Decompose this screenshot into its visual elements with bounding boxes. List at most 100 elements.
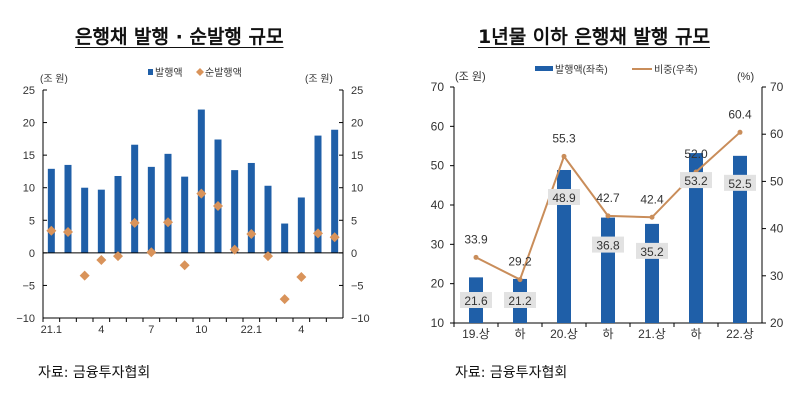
bar-issuance bbox=[297, 197, 305, 253]
marker-net-issuance bbox=[196, 188, 207, 199]
marker-net-issuance bbox=[296, 271, 307, 282]
bar-issuance bbox=[601, 217, 615, 323]
y2-tick-label: 25 bbox=[351, 85, 363, 97]
x-tick-label: 4 bbox=[298, 324, 304, 336]
data-label-bg bbox=[680, 172, 712, 189]
bar-issuance bbox=[264, 185, 272, 253]
x-tick-label: 21.상 bbox=[638, 327, 666, 341]
data-label-issuance: 36.8 bbox=[596, 239, 620, 253]
legend-bar-swatch bbox=[148, 69, 153, 75]
marker-net-issuance bbox=[229, 244, 240, 255]
point-share bbox=[561, 153, 567, 159]
bar-issuance bbox=[114, 175, 122, 253]
left-chart-title: 은행채 발행 · 순발행 규모 bbox=[75, 26, 284, 48]
point-share bbox=[473, 254, 479, 260]
bar-issuance bbox=[733, 155, 747, 323]
bar-issuance bbox=[214, 139, 222, 253]
marker-net-issuance bbox=[313, 228, 323, 239]
y-tick-label: 10 bbox=[431, 316, 445, 330]
x-tick-label: 하 bbox=[514, 327, 525, 341]
marker-net-issuance bbox=[79, 270, 90, 281]
y-tick-label: 50 bbox=[431, 159, 445, 173]
legend-marker-label: 순발행액 bbox=[205, 67, 242, 79]
x-tick-label: 22.상 bbox=[726, 327, 754, 341]
data-label-bg bbox=[636, 242, 668, 259]
data-label-issuance: 48.9 bbox=[552, 191, 576, 205]
y-tick-label: 0 bbox=[29, 248, 35, 260]
data-label-bg bbox=[724, 174, 756, 191]
data-label-share: 29.2 bbox=[508, 255, 532, 269]
x-tick-label: 22.1 bbox=[241, 324, 262, 336]
marker-net-issuance bbox=[96, 255, 107, 266]
point-share bbox=[737, 129, 743, 135]
data-label-issuance: 21.2 bbox=[508, 294, 532, 308]
data-label-issuance: 52.5 bbox=[728, 177, 752, 191]
bar-issuance bbox=[231, 170, 239, 253]
right-chart-title: 1년물 이하 은행채 발행 규모 bbox=[478, 26, 710, 48]
y2-tick-label: 5 bbox=[351, 215, 357, 227]
y2-tick-label: 20 bbox=[351, 118, 363, 130]
y-tick-label: 25 bbox=[23, 85, 35, 97]
data-label-issuance: 53.2 bbox=[684, 174, 708, 188]
left-unit: (조 원) bbox=[40, 73, 68, 85]
y2-tick-label: 40 bbox=[770, 222, 784, 236]
right-unit: (%) bbox=[737, 71, 754, 83]
y2-tick-label: −5 bbox=[351, 280, 364, 292]
y2-tick-label: 50 bbox=[770, 174, 784, 188]
x-tick-label: 20.상 bbox=[550, 327, 578, 341]
marker-net-issuance bbox=[246, 228, 257, 239]
marker-net-issuance bbox=[263, 251, 273, 262]
bar-issuance bbox=[97, 189, 105, 253]
y2-tick-label: 0 bbox=[351, 248, 357, 260]
y-tick-label: 70 bbox=[431, 80, 445, 94]
bar-issuance bbox=[47, 168, 55, 253]
left-unit: (조 원) bbox=[455, 70, 486, 83]
x-tick-label: 10 bbox=[195, 324, 207, 336]
marker-net-issuance bbox=[113, 251, 123, 262]
y-tick-label: 10 bbox=[23, 183, 35, 195]
right-unit: (조 원) bbox=[305, 73, 333, 85]
y-tick-label: 15 bbox=[23, 150, 35, 162]
bar-issuance bbox=[81, 187, 89, 253]
y2-tick-label: 10 bbox=[351, 183, 363, 195]
point-share bbox=[517, 277, 523, 283]
bar-issuance bbox=[314, 135, 322, 253]
left-source: 자료: 금융투자협회 bbox=[38, 365, 151, 381]
legend-bar-label: 발행액 bbox=[155, 67, 183, 79]
x-tick-label: 21.1 bbox=[41, 324, 62, 336]
bar-issuance bbox=[557, 169, 571, 323]
bar-issuance bbox=[64, 164, 72, 253]
y2-tick-label: 15 bbox=[351, 150, 363, 162]
bar-issuance bbox=[281, 223, 289, 253]
bar-issuance bbox=[181, 176, 189, 253]
data-label-issuance: 21.6 bbox=[464, 294, 488, 308]
legend-marker-swatch bbox=[196, 68, 204, 76]
x-tick-label: 하 bbox=[690, 327, 701, 341]
marker-net-issuance bbox=[329, 232, 340, 243]
y-tick-label: −10 bbox=[16, 313, 35, 325]
bar-issuance bbox=[645, 223, 659, 323]
marker-net-issuance bbox=[46, 225, 57, 236]
data-label-share: 33.9 bbox=[464, 232, 488, 246]
y2-tick-label: −10 bbox=[351, 313, 370, 325]
data-label-share: 42.4 bbox=[640, 192, 664, 206]
y-tick-label: 60 bbox=[431, 119, 445, 133]
data-label-bg bbox=[504, 292, 536, 308]
bar-issuance bbox=[164, 153, 172, 253]
y2-tick-label: 60 bbox=[770, 127, 784, 141]
y2-tick-label: 20 bbox=[770, 316, 784, 330]
marker-net-issuance bbox=[279, 294, 290, 305]
data-label-bg bbox=[592, 236, 624, 253]
bar-issuance bbox=[331, 129, 339, 253]
data-label-share: 60.4 bbox=[728, 107, 752, 121]
legend-bar-label: 발행액(좌축) bbox=[555, 64, 608, 76]
y-tick-label: 5 bbox=[29, 215, 35, 227]
data-label-share: 42.7 bbox=[596, 191, 620, 205]
x-tick-label: 하 bbox=[602, 327, 613, 341]
marker-net-issuance bbox=[63, 227, 73, 238]
y2-tick-label: 70 bbox=[770, 80, 784, 94]
data-label-bg bbox=[460, 292, 492, 308]
marker-net-issuance bbox=[179, 260, 190, 271]
bar-issuance bbox=[131, 144, 139, 253]
